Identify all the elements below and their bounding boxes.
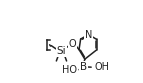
Text: HO: HO <box>62 65 77 75</box>
Text: O: O <box>69 39 77 48</box>
Text: N: N <box>85 30 92 40</box>
Text: B: B <box>80 62 87 72</box>
Text: Si: Si <box>57 46 66 56</box>
Text: OH: OH <box>94 62 109 72</box>
